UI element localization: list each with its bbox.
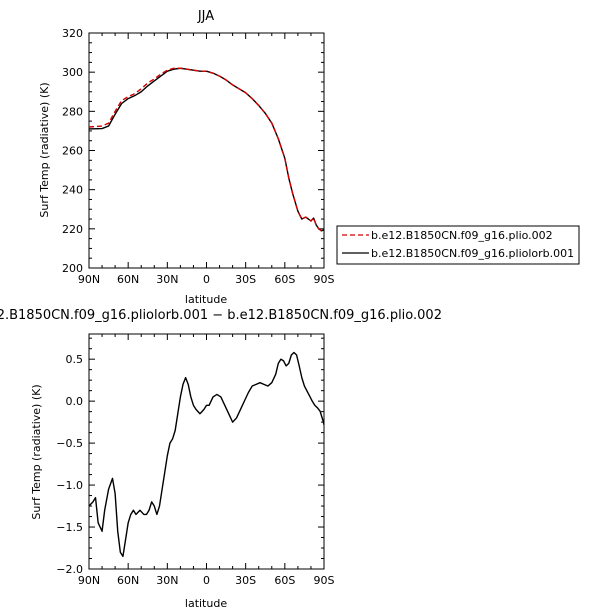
top-y-tick-label: 260: [62, 145, 83, 158]
top-y-tick-label: 220: [62, 223, 83, 236]
bottom-x-axis-label: latitude: [185, 597, 227, 610]
top-x-tick-label: 30S: [235, 273, 256, 286]
bottom-x-tick-label: 30N: [156, 574, 178, 587]
bottom-y-axis-label: Surf Temp (radiative) (K): [30, 384, 43, 519]
bottom-x-tick-label: 60N: [117, 574, 139, 587]
top-plot-frame: [88, 32, 325, 269]
bottom-y-tick-label: −1.0: [56, 479, 83, 492]
top-y-tick-label: 280: [62, 105, 83, 118]
top-x-ticks: 90N 60N 30N 0 30S 60S 90S: [78, 33, 335, 286]
top-y-axis-label: Surf Temp (radiative) (K): [38, 82, 51, 217]
top-y-tick-label: 240: [62, 184, 83, 197]
bottom-x-tick-label: 0: [203, 574, 210, 587]
bottom-y-tick-label: 0.5: [66, 353, 84, 366]
top-series-group: [88, 67, 325, 232]
bottom-x-tick-label: 90N: [78, 574, 100, 587]
bottom-x-ticks: 90N 60N 30N 0 30S 60S 90S: [78, 334, 335, 587]
top-chart-title: JJA: [197, 9, 214, 24]
legend: b.e12.B1850CN.f09_g16.plio.002 b.e12.B18…: [336, 225, 580, 265]
top-y-tick-label: 300: [62, 66, 83, 79]
top-y-tick-label: 320: [62, 27, 83, 40]
top-x-axis-label: latitude: [185, 293, 227, 306]
top-x-tick-label: 30N: [156, 273, 178, 286]
top-x-tick-label: 90S: [314, 273, 335, 286]
top-x-tick-label: 60N: [117, 273, 139, 286]
bottom-x-tick-label: 30S: [235, 574, 256, 587]
top-x-tick-label: 60S: [274, 273, 295, 286]
legend-box: [336, 225, 580, 265]
top-series-line-2: [88, 67, 325, 232]
bottom-y-tick-label: 0.0: [66, 395, 84, 408]
bottom-chart-title: b.e12.B1850CN.f09_g16.pliolorb.001 − b.e…: [0, 308, 442, 323]
bottom-panel: b.e12.B1850CN.f09_g16.pliolorb.001 − b.e…: [0, 308, 442, 610]
bottom-x-tick-label: 90S: [314, 574, 335, 587]
bottom-y-tick-label: −2.0: [56, 563, 83, 576]
legend-label-plio: b.e12.B1850CN.f09_g16.plio.002: [371, 229, 553, 242]
bottom-plot-frame: [88, 333, 325, 570]
bottom-y-tick-label: −1.5: [56, 521, 83, 534]
legend-label-pliolorb: b.e12.B1850CN.f09_g16.pliolorb.001: [371, 247, 574, 260]
top-x-tick-label: 0: [203, 273, 210, 286]
bottom-series-line-1: [88, 351, 325, 558]
top-y-tick-label: 200: [62, 262, 83, 275]
bottom-series-group: [88, 351, 325, 558]
bottom-x-tick-label: 60S: [274, 574, 295, 587]
top-panel: JJA 90N 60N 30N 0 30S 60S 90S 200 220 240 260 280 3…: [38, 9, 580, 306]
top-series-line-1: [88, 67, 325, 232]
top-y-ticks: 200 220 240 260 280 300 320: [62, 27, 324, 275]
top-x-tick-label: 90N: [78, 273, 100, 286]
bottom-y-tick-label: −0.5: [56, 437, 83, 450]
bottom-y-ticks: −2.0 −1.5 −1.0 −0.5 0.0 0.5: [56, 337, 324, 576]
